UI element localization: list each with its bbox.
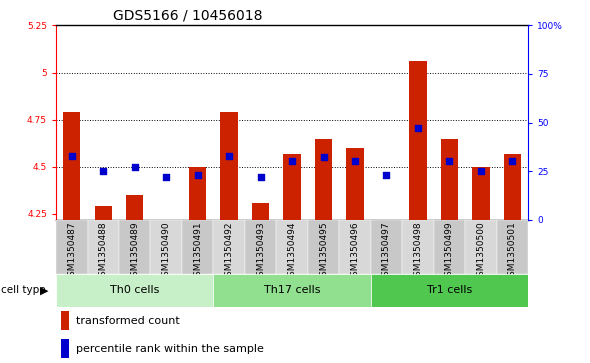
Point	[67, 152, 77, 158]
Text: percentile rank within the sample: percentile rank within the sample	[76, 344, 264, 354]
Bar	[434, 220, 465, 274]
Bar	[504, 154, 521, 220]
Bar	[182, 220, 214, 274]
Bar	[465, 220, 497, 274]
Text: GSM1350494: GSM1350494	[287, 221, 297, 282]
Text: GSM1350495: GSM1350495	[319, 221, 328, 282]
Point	[319, 155, 328, 160]
Bar	[87, 220, 119, 274]
Bar	[214, 274, 371, 307]
Bar	[308, 220, 339, 274]
Text: GSM1350487: GSM1350487	[67, 221, 76, 282]
Bar	[221, 112, 238, 220]
Text: GSM1350499: GSM1350499	[445, 221, 454, 282]
Text: GSM1350489: GSM1350489	[130, 221, 139, 282]
Text: GSM1350493: GSM1350493	[256, 221, 265, 282]
Bar	[126, 195, 143, 220]
Text: GSM1350490: GSM1350490	[162, 221, 171, 282]
Text: GDS5166 / 10456018: GDS5166 / 10456018	[113, 9, 262, 23]
Text: GSM1350492: GSM1350492	[225, 221, 234, 282]
Point	[162, 174, 171, 180]
Text: Tr1 cells: Tr1 cells	[427, 285, 472, 295]
Bar	[150, 220, 182, 274]
Text: GSM1350498: GSM1350498	[414, 221, 422, 282]
Bar	[371, 274, 528, 307]
Point	[193, 172, 202, 178]
Point	[413, 126, 422, 131]
Bar	[276, 220, 308, 274]
Bar	[283, 154, 301, 220]
Point	[224, 152, 234, 158]
Bar	[56, 220, 87, 274]
Bar	[61, 339, 69, 359]
Text: Th0 cells: Th0 cells	[110, 285, 159, 295]
Bar	[252, 203, 269, 220]
Bar	[339, 220, 371, 274]
Point	[256, 174, 266, 180]
Point	[130, 164, 139, 170]
Bar	[472, 167, 490, 220]
Bar	[94, 207, 112, 220]
Bar	[63, 112, 80, 220]
Bar	[119, 220, 150, 274]
Text: transformed count: transformed count	[76, 315, 180, 326]
Bar	[497, 220, 528, 274]
Bar	[402, 220, 434, 274]
Point	[476, 168, 486, 174]
Text: GSM1350497: GSM1350497	[382, 221, 391, 282]
Bar	[61, 311, 69, 330]
Text: GSM1350501: GSM1350501	[508, 221, 517, 282]
Text: Th17 cells: Th17 cells	[264, 285, 320, 295]
Bar	[315, 139, 332, 220]
Bar	[441, 139, 458, 220]
Bar	[346, 148, 363, 220]
Text: GSM1350488: GSM1350488	[99, 221, 108, 282]
Point	[507, 159, 517, 164]
Text: GSM1350500: GSM1350500	[476, 221, 486, 282]
Bar	[371, 220, 402, 274]
Text: GSM1350496: GSM1350496	[350, 221, 359, 282]
Point	[445, 159, 454, 164]
Bar	[245, 220, 276, 274]
Bar	[189, 167, 206, 220]
Point	[99, 168, 108, 174]
Text: GSM1350491: GSM1350491	[193, 221, 202, 282]
Bar	[214, 220, 245, 274]
Point	[287, 159, 297, 164]
Point	[382, 172, 391, 178]
Text: cell type: cell type	[1, 285, 45, 295]
Point	[350, 159, 360, 164]
Bar	[409, 61, 427, 220]
Text: ▶: ▶	[40, 285, 48, 295]
Bar	[56, 274, 214, 307]
